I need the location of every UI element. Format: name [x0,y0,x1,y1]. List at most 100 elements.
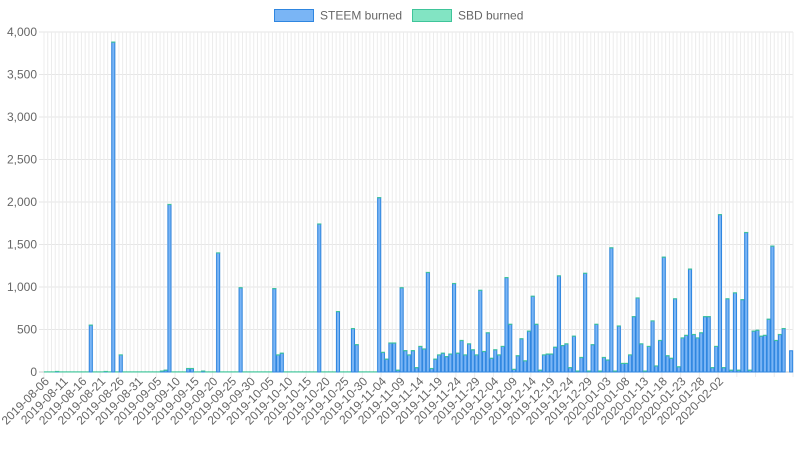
bar-steem[interactable] [684,334,689,373]
bar-steem[interactable] [687,268,693,373]
bar-steem[interactable] [605,359,610,373]
bar-steem[interactable] [665,355,670,373]
bar-steem[interactable] [317,223,322,373]
bar-steem[interactable] [702,316,708,373]
bar-steem[interactable] [669,357,674,373]
bar-steem[interactable] [639,343,644,373]
bar-steem[interactable] [583,272,588,373]
bar-steem[interactable] [186,368,191,373]
bar-steem[interactable] [721,367,726,373]
bar-steem[interactable] [541,354,546,373]
bar-steem[interactable] [672,298,678,373]
bar-steem[interactable] [354,344,359,373]
bar-steem[interactable] [762,334,767,373]
bar-steem[interactable] [789,350,794,373]
bar-steem[interactable] [440,352,445,373]
bar-steem[interactable] [579,357,584,373]
bar-steem[interactable] [770,245,775,373]
bar-steem[interactable] [437,354,442,373]
legend-item-sbd[interactable]: SBD burned [412,9,524,23]
bar-steem[interactable] [755,329,760,373]
bar-steem[interactable] [564,343,569,373]
bar-steem[interactable] [680,337,685,373]
bar-steem[interactable] [414,367,419,373]
bar-steem[interactable] [452,283,457,373]
bar-steem[interactable] [422,348,427,373]
bar-steem[interactable] [631,316,636,373]
bar-steem[interactable] [556,275,561,373]
bar-steem[interactable] [467,343,472,373]
bar-steem[interactable] [759,335,764,373]
bar-steem[interactable] [714,346,719,373]
bar-steem[interactable] [504,277,509,373]
bar-steem[interactable] [272,288,277,373]
bar-steem[interactable] [545,353,550,373]
bar-steem[interactable] [560,345,565,373]
bar-steem[interactable] [620,363,625,373]
bar-steem[interactable] [216,252,221,373]
bar-steem[interactable] [781,328,786,373]
bar-steem[interactable] [470,349,475,373]
bar-steem[interactable] [189,368,194,373]
bar-steem[interactable] [568,367,573,373]
bar-steem[interactable] [496,354,502,373]
bar-steem[interactable] [774,340,779,373]
bar-steem[interactable] [455,352,460,373]
bar-steem[interactable] [699,332,704,373]
bar-steem[interactable] [624,363,629,373]
bar-steem[interactable] [388,342,393,373]
bar-steem[interactable] [493,349,498,373]
bar-steem[interactable] [429,368,434,373]
bar-steem[interactable] [691,334,696,373]
bar-steem[interactable] [515,355,520,373]
bar-steem[interactable] [523,360,528,373]
bar-steem[interactable] [601,357,606,373]
bar-steem[interactable] [658,340,663,373]
bar-steem[interactable] [777,334,782,373]
bar-steem[interactable] [392,342,397,373]
bar-steem[interactable] [710,367,715,373]
bar-steem[interactable] [508,323,513,373]
bar-steem[interactable] [377,197,382,373]
bar-steem[interactable] [676,366,681,373]
legend-item-steem[interactable]: STEEM burned [274,9,403,23]
bar-steem[interactable] [444,356,449,373]
bar-steem[interactable] [478,289,483,373]
bar-steem[interactable] [407,354,412,373]
bar-steem[interactable] [448,353,453,373]
bar-steem[interactable] [594,323,599,373]
bar-steem[interactable] [695,337,700,373]
bar-steem[interactable] [732,292,737,373]
bar-steem[interactable] [725,298,730,373]
bar-steem[interactable] [399,287,404,373]
bar-steem[interactable] [238,287,243,373]
bar-steem[interactable] [530,295,535,373]
bar-steem[interactable] [519,338,524,373]
bar-steem[interactable] [616,325,621,373]
bar-steem[interactable] [384,358,389,373]
bar-steem[interactable] [534,323,539,373]
bar-steem[interactable] [526,330,532,373]
bar-steem[interactable] [463,354,468,373]
bar-steem[interactable] [717,214,723,373]
bar-steem[interactable] [646,346,651,373]
bar-steem[interactable] [628,354,633,373]
bar-steem[interactable] [335,311,341,373]
bar-steem[interactable] [482,351,487,373]
bar-steem[interactable] [350,328,355,373]
bar-steem[interactable] [418,346,423,373]
bar-steem[interactable] [590,344,595,373]
bar-steem[interactable] [571,335,576,373]
bar-steem[interactable] [489,357,494,373]
bar-steem[interactable] [740,299,745,373]
bar-steem[interactable] [609,247,614,373]
bar-steem[interactable] [485,332,490,373]
bar-steem[interactable] [654,365,659,373]
bar-steem[interactable] [635,297,640,373]
bar-steem[interactable] [549,353,554,373]
bar-steem[interactable] [425,272,430,373]
bar-steem[interactable] [88,324,93,373]
bar-steem[interactable] [276,354,281,373]
bar-steem[interactable] [500,346,505,373]
bar-steem[interactable] [766,318,771,373]
